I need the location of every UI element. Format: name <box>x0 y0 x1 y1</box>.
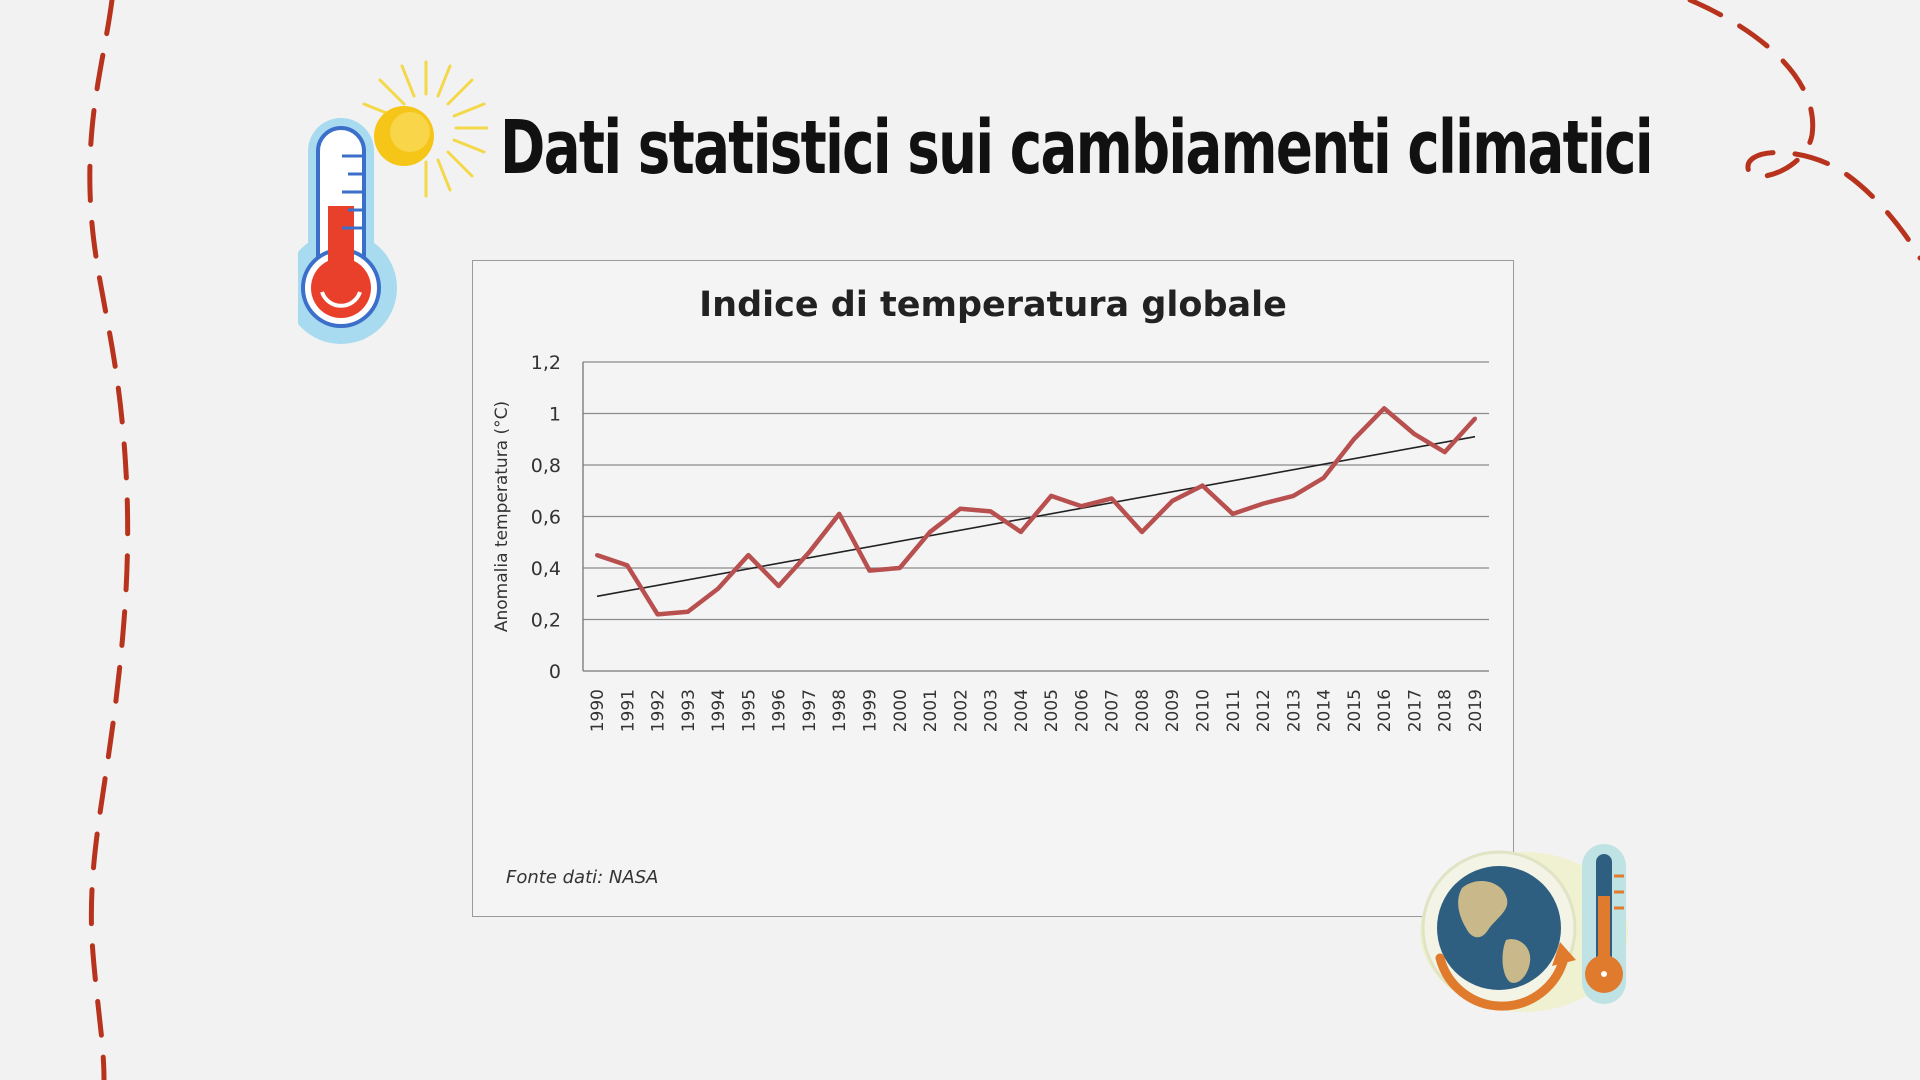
x-tick-label: 2004 <box>1012 689 1032 732</box>
right-dashed-line <box>1687 0 1920 261</box>
x-tick-label: 1994 <box>709 689 729 732</box>
data-point <box>1291 493 1296 498</box>
data-point <box>837 511 842 516</box>
data-point <box>928 529 933 534</box>
x-tick-label: 2017 <box>1405 689 1425 732</box>
series-line <box>596 406 1477 617</box>
data-point <box>625 563 630 568</box>
x-tick-label: 2006 <box>1072 689 1092 732</box>
globe-thermometer-icon <box>1420 844 1628 1012</box>
data-point <box>1382 406 1387 411</box>
data-point <box>1079 504 1084 509</box>
x-tick-label: 2001 <box>921 689 941 732</box>
x-tick-label: 1999 <box>860 689 880 732</box>
data-point <box>1442 450 1447 455</box>
y-tick-label: 0 <box>549 661 561 683</box>
x-tick-label: 2008 <box>1133 689 1153 732</box>
x-tick-label: 2012 <box>1254 689 1274 732</box>
data-point <box>1200 483 1205 488</box>
data-point <box>655 612 660 617</box>
y-tick-labels: 0 0,2 0,4 0,6 0,8 1 1,2 <box>531 352 561 683</box>
chart-title: Indice di temperatura globale <box>699 285 1287 325</box>
y-tick-label: 0,8 <box>531 455 561 477</box>
x-tick-label: 2007 <box>1103 689 1123 732</box>
data-point <box>1139 529 1144 534</box>
y-tick-label: 0,2 <box>531 610 561 632</box>
x-tick-label: 2002 <box>951 689 971 732</box>
x-tick-label: 2005 <box>1042 689 1062 732</box>
y-tick-label: 1 <box>549 404 561 426</box>
data-points <box>595 406 1477 617</box>
y-tick-label: 1,2 <box>531 352 561 374</box>
data-point <box>1473 416 1477 421</box>
x-tick-label: 2011 <box>1224 689 1244 732</box>
data-point <box>716 586 721 591</box>
x-tick-labels: 1990 1991 1992 1993 1994 1995 1996 1997 1998 1999… <box>588 689 1486 732</box>
x-tick-label: 2019 <box>1466 689 1486 732</box>
x-tick-label: 1991 <box>618 689 638 732</box>
line-chart: 00,20,40,60,811,2 1990 1991 1992 1993 1994 19… <box>492 352 1489 732</box>
x-tick-label: 2018 <box>1436 689 1456 732</box>
x-tick-label: 2003 <box>982 689 1002 732</box>
data-point <box>1170 499 1175 504</box>
data-point <box>776 584 781 589</box>
x-tick-label: 2013 <box>1284 689 1304 732</box>
data-point <box>1412 432 1417 437</box>
y-tick-label: 0,4 <box>531 558 561 580</box>
data-point <box>1049 493 1054 498</box>
data-point <box>958 506 963 511</box>
slide-title: Dati statistici sui cambiamenti climatic… <box>500 105 1654 191</box>
x-tick-label: 2000 <box>891 689 911 732</box>
x-tick-label: 1992 <box>649 689 669 732</box>
data-point <box>867 568 872 573</box>
chart-source: Fonte dati: NASA <box>506 867 659 888</box>
x-tick-label: 2016 <box>1375 689 1395 732</box>
y-axis-label: Anomalia temperatura (°C) <box>492 401 512 632</box>
data-point <box>1230 511 1235 516</box>
data-point <box>1321 475 1326 480</box>
x-tick-label: 1996 <box>770 689 790 732</box>
left-dashed-line <box>87 0 131 1080</box>
x-tick-label: 1997 <box>800 689 820 732</box>
x-tick-label: 2010 <box>1194 689 1214 732</box>
data-point <box>685 609 690 614</box>
x-tick-label: 1998 <box>830 689 850 732</box>
x-tick-label: 1990 <box>588 689 608 732</box>
data-point <box>1351 437 1356 442</box>
data-point <box>595 553 599 558</box>
chart-frame: Indice di temperatura globale 0 0,2 0,4 0,6… <box>472 260 1514 917</box>
x-tick-label: 2014 <box>1315 689 1335 732</box>
x-tick-label: 2009 <box>1163 689 1183 732</box>
data-point <box>1018 529 1023 534</box>
data-point <box>897 566 902 570</box>
y-tick-label: 0,6 <box>531 507 561 529</box>
data-point <box>988 509 993 514</box>
x-tick-label: 1995 <box>739 689 759 732</box>
data-point <box>1109 496 1114 501</box>
data-point <box>1261 501 1266 506</box>
thermometer-sun-icon <box>298 60 488 344</box>
data-point <box>806 550 811 555</box>
x-tick-label: 1993 <box>679 689 699 732</box>
data-point <box>746 553 751 558</box>
x-tick-label: 2015 <box>1345 689 1365 732</box>
